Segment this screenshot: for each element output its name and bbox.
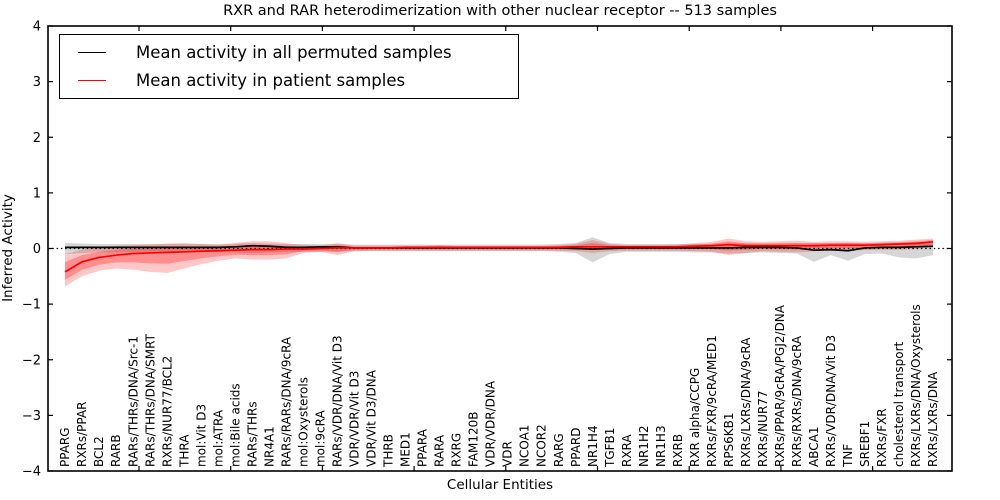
y-tick-label: −3 [22,409,41,424]
x-category-label: RXRG [450,433,464,467]
y-axis-label: Inferred Activity [0,194,16,302]
x-category-label: RXRs/RXRs/DNA/9cRA [790,335,804,467]
x-category-label: NCOA1 [518,425,532,467]
x-category-label: RARs/THRs [245,401,259,467]
x-category-label: RARG [552,433,566,467]
x-category-label: RARA [433,434,447,467]
plot-border [47,25,953,472]
x-category-label: RXRs/LXRs/DNA/Oxysterols [909,304,923,467]
x-category-label: NR1H2 [637,425,651,467]
x-category-label: RXR alpha/CCPG [688,368,702,467]
x-category-label: VDR/Vit D3/DNA [365,369,379,467]
x-category-label: NR1H3 [654,425,668,467]
permuted-confidence-band [65,237,933,263]
legend-label-patient: Mean activity in patient samples [136,71,406,91]
x-category-label: PPARG [58,427,72,467]
y-tick-label: 3 [33,75,41,90]
x-category-label: RARs/VDR/DNA/Vit D3 [331,335,345,467]
x-category-label: TGFB1 [603,428,617,468]
x-category-label: NCOR2 [535,424,549,467]
x-category-label: PPARD [569,428,583,468]
permuted-line-swatch [78,51,106,53]
x-category-label: mol:Bile acids [228,383,242,467]
x-category-label: mol:ATRA [211,409,225,467]
x-category-label: RXRs/PPAR [75,402,89,467]
y-tick-label: 1 [33,186,41,201]
x-category-label: RXRs/NUR77 [756,390,770,467]
legend-entry-patient: Mean activity in patient samples [60,67,518,95]
x-category-label: RXRs/LXRs/DNA/9cRA [739,337,753,467]
patient-mean-line [64,240,934,273]
y-tick-label: −4 [22,465,41,480]
x-category-label: NR1H4 [586,425,600,467]
x-category-label: VDR/VDR/DNA [484,380,498,467]
x-category-label: RXRs/LXRs/DNA [926,371,940,467]
x-category-label: RXRs/VDR/DNA/Vit D3 [824,335,838,467]
x-category-label: cholesterol transport [892,341,906,467]
x-category-label: VDR [501,441,515,467]
x-category-label: RXRs/FXR [875,408,889,467]
x-category-label: NR4A1 [262,426,276,467]
x-category-label: VDR/VDR/Vit D3 [348,371,362,467]
legend-label-permuted: Mean activity in all permuted samples [136,42,452,62]
y-tick-label: 2 [33,131,41,146]
x-category-label: THRB [382,434,396,468]
x-category-label: RXRB [671,434,685,467]
x-category-label: FAM120B [467,412,481,468]
x-category-label: RXRs/FXR/9cRA/MED1 [705,335,719,467]
patient-line-swatch [78,80,106,82]
x-category-label: MED1 [399,432,413,467]
x-category-label: BCL2 [92,436,106,467]
x-category-label: mol:Vit D3 [194,404,208,467]
x-category-label: ABCA1 [807,427,821,467]
x-category-label: RXRA [620,434,634,467]
x-category-label: RARs/THRs/DNA/Src-1 [126,336,140,467]
y-tick-label: 0 [33,242,41,257]
x-category-label: RPS6KB1 [722,412,736,467]
x-category-label: RARB [109,434,123,467]
legend-entry-permuted: Mean activity in all permuted samples [60,38,518,66]
x-category-label: RARs/RARs/DNA/9cRA [279,336,293,467]
x-axis-label: Cellular Entities [446,477,554,493]
x-category-label: RXRs/NUR77/BCL2 [160,356,174,467]
x-category-label: mol:Oxysterols [296,377,310,467]
patient-confidence-band-outer [65,238,933,287]
y-tick-label: −2 [22,353,41,368]
x-category-label: mol:9cRA [313,410,327,467]
legend-box: Mean activity in all permuted samples Me… [59,34,519,99]
y-tick-label: −1 [22,298,41,313]
x-category-label: TNF [841,444,855,468]
y-tick-label: 4 [33,20,41,35]
x-category-label: RARs/THRs/DNA/SMRT [143,333,157,467]
x-category-label: RXRs/PPAR/9cRA/PGJ2/DNA [773,304,787,467]
chart-title: RXR and RAR heterodimerization with othe… [223,3,777,19]
x-category-label: THRA [177,434,191,468]
x-category-label: PPARA [416,428,430,467]
x-category-label: SREBF1 [858,421,872,467]
